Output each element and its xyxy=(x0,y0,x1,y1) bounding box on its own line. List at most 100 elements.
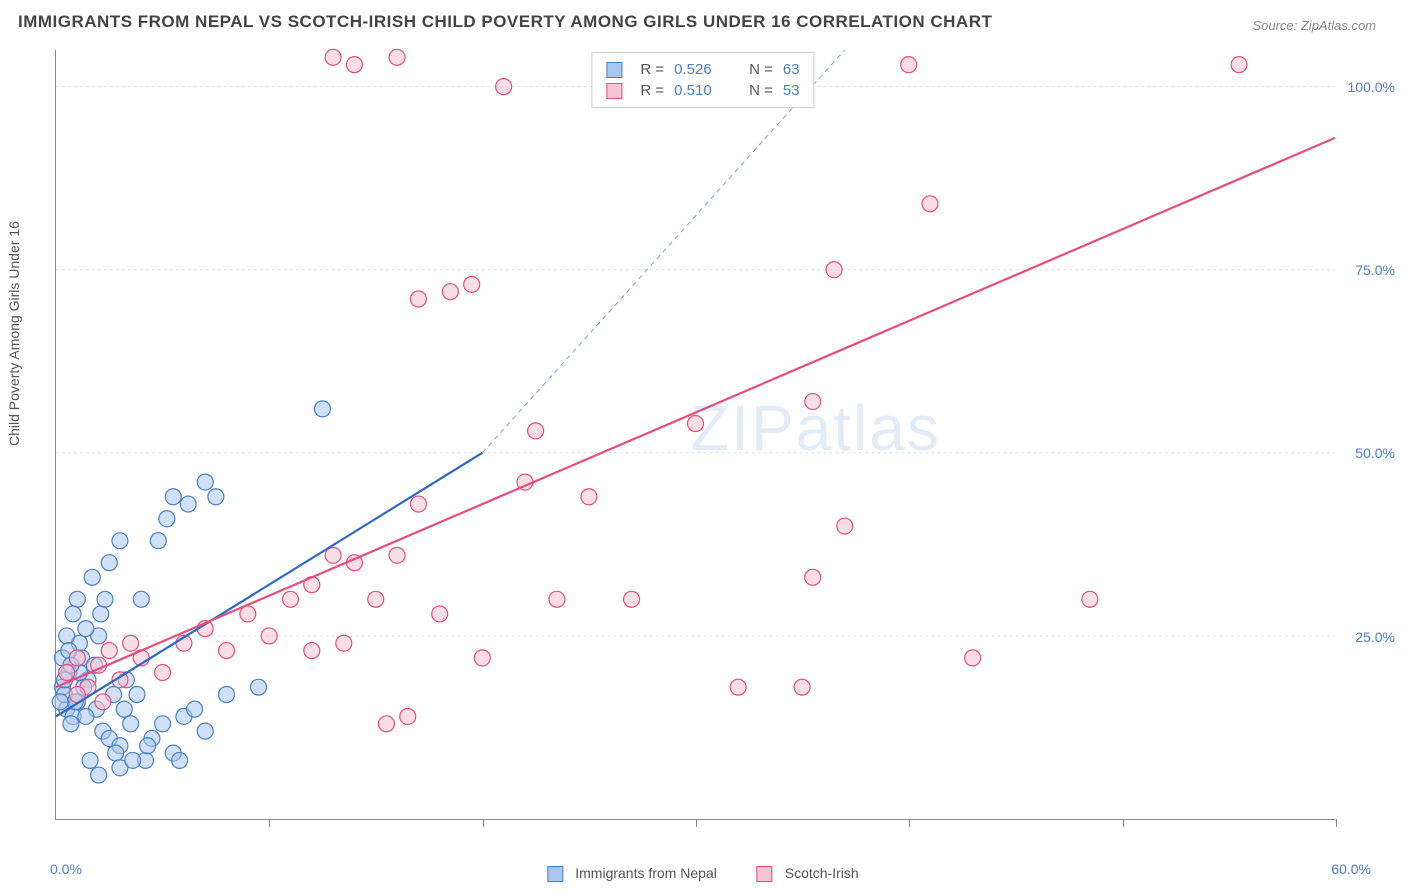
scatter-point xyxy=(180,496,196,512)
x-tick xyxy=(483,819,484,827)
scatter-point xyxy=(325,49,341,65)
scatter-point xyxy=(794,679,810,695)
x-axis-max-label: 60.0% xyxy=(1331,861,1371,877)
scatter-point xyxy=(336,635,352,651)
scatter-point xyxy=(496,79,512,95)
scatter-point xyxy=(410,291,426,307)
x-tick xyxy=(909,819,910,827)
scatter-point xyxy=(346,57,362,73)
scatter-point xyxy=(101,643,117,659)
scatter-point xyxy=(442,284,458,300)
scatter-point xyxy=(261,628,277,644)
scatter-point xyxy=(688,416,704,432)
scatter-point xyxy=(837,518,853,534)
n-label: N = xyxy=(749,61,773,78)
legend-swatch-blue xyxy=(547,866,563,882)
scatter-point xyxy=(165,489,181,505)
scatter-point xyxy=(474,650,490,666)
scatter-point xyxy=(805,394,821,410)
y-tick-label: 75.0% xyxy=(1340,262,1395,278)
legend-swatch-pink xyxy=(606,83,622,99)
legend-swatch-blue xyxy=(606,62,622,78)
scatter-point xyxy=(159,511,175,527)
legend-item-2: Scotch-Irish xyxy=(757,865,859,882)
scatter-point xyxy=(251,679,267,695)
scatter-point xyxy=(432,606,448,622)
legend-label-2: Scotch-Irish xyxy=(785,865,859,881)
scatter-point xyxy=(101,555,117,571)
r-label: R = xyxy=(640,61,664,78)
scatter-point xyxy=(69,591,85,607)
trend-line-extension xyxy=(482,50,844,453)
scatter-point xyxy=(378,716,394,732)
scatter-point xyxy=(965,650,981,666)
scatter-point xyxy=(389,547,405,563)
r-value-1: 0.526 xyxy=(674,61,724,78)
source-attribution: Source: ZipAtlas.com xyxy=(1252,18,1376,33)
x-tick xyxy=(1336,819,1337,827)
scatter-point xyxy=(172,752,188,768)
scatter-point xyxy=(730,679,746,695)
scatter-point xyxy=(1082,591,1098,607)
scatter-point xyxy=(65,606,81,622)
legend-row-series1: R = 0.526 N = 63 xyxy=(606,59,799,80)
scatter-point xyxy=(464,276,480,292)
scatter-point xyxy=(528,423,544,439)
scatter-point xyxy=(52,694,68,710)
scatter-point xyxy=(59,628,75,644)
legend-row-series2: R = 0.510 N = 53 xyxy=(606,80,799,101)
series-legend: Immigrants from Nepal Scotch-Irish xyxy=(547,865,858,882)
scatter-point xyxy=(155,665,171,681)
y-tick-label: 50.0% xyxy=(1340,445,1395,461)
scatter-point xyxy=(69,650,85,666)
r-label: R = xyxy=(640,82,664,99)
scatter-point xyxy=(123,716,139,732)
scatter-point xyxy=(922,196,938,212)
scatter-point xyxy=(59,665,75,681)
scatter-point xyxy=(197,723,213,739)
plot-area: 25.0%50.0%75.0%100.0% xyxy=(55,50,1335,820)
trend-line xyxy=(56,453,482,717)
scatter-point xyxy=(197,474,213,490)
scatter-point xyxy=(624,591,640,607)
scatter-point xyxy=(314,401,330,417)
scatter-point xyxy=(78,621,94,637)
scatter-point xyxy=(125,752,141,768)
scatter-point xyxy=(78,708,94,724)
chart-title: IMMIGRANTS FROM NEPAL VS SCOTCH-IRISH CH… xyxy=(18,12,992,32)
scatter-point xyxy=(400,708,416,724)
legend-label-1: Immigrants from Nepal xyxy=(575,865,717,881)
legend-item-1: Immigrants from Nepal xyxy=(547,865,716,882)
scatter-point xyxy=(805,569,821,585)
scatter-point xyxy=(82,752,98,768)
trend-line xyxy=(56,138,1335,687)
scatter-point xyxy=(219,643,235,659)
x-tick xyxy=(269,819,270,827)
scatter-point xyxy=(410,496,426,512)
scatter-point xyxy=(901,57,917,73)
scatter-point xyxy=(116,701,132,717)
n-value-1: 63 xyxy=(783,61,800,78)
correlation-legend: R = 0.526 N = 63 R = 0.510 N = 53 xyxy=(591,52,814,108)
r-value-2: 0.510 xyxy=(674,82,724,99)
scatter-point xyxy=(84,569,100,585)
scatter-point xyxy=(219,687,235,703)
scatter-point xyxy=(133,591,149,607)
scatter-point xyxy=(549,591,565,607)
x-tick xyxy=(1123,819,1124,827)
chart-svg xyxy=(56,50,1335,819)
scatter-point xyxy=(93,606,109,622)
scatter-point xyxy=(368,591,384,607)
scatter-point xyxy=(826,262,842,278)
scatter-point xyxy=(97,591,113,607)
scatter-point xyxy=(123,635,139,651)
scatter-point xyxy=(129,687,145,703)
scatter-point xyxy=(187,701,203,717)
n-label: N = xyxy=(749,82,773,99)
y-axis-title: Child Poverty Among Girls Under 16 xyxy=(6,221,22,446)
scatter-point xyxy=(581,489,597,505)
y-tick-label: 25.0% xyxy=(1340,629,1395,645)
x-tick xyxy=(696,819,697,827)
scatter-point xyxy=(112,533,128,549)
legend-swatch-pink xyxy=(757,866,773,882)
